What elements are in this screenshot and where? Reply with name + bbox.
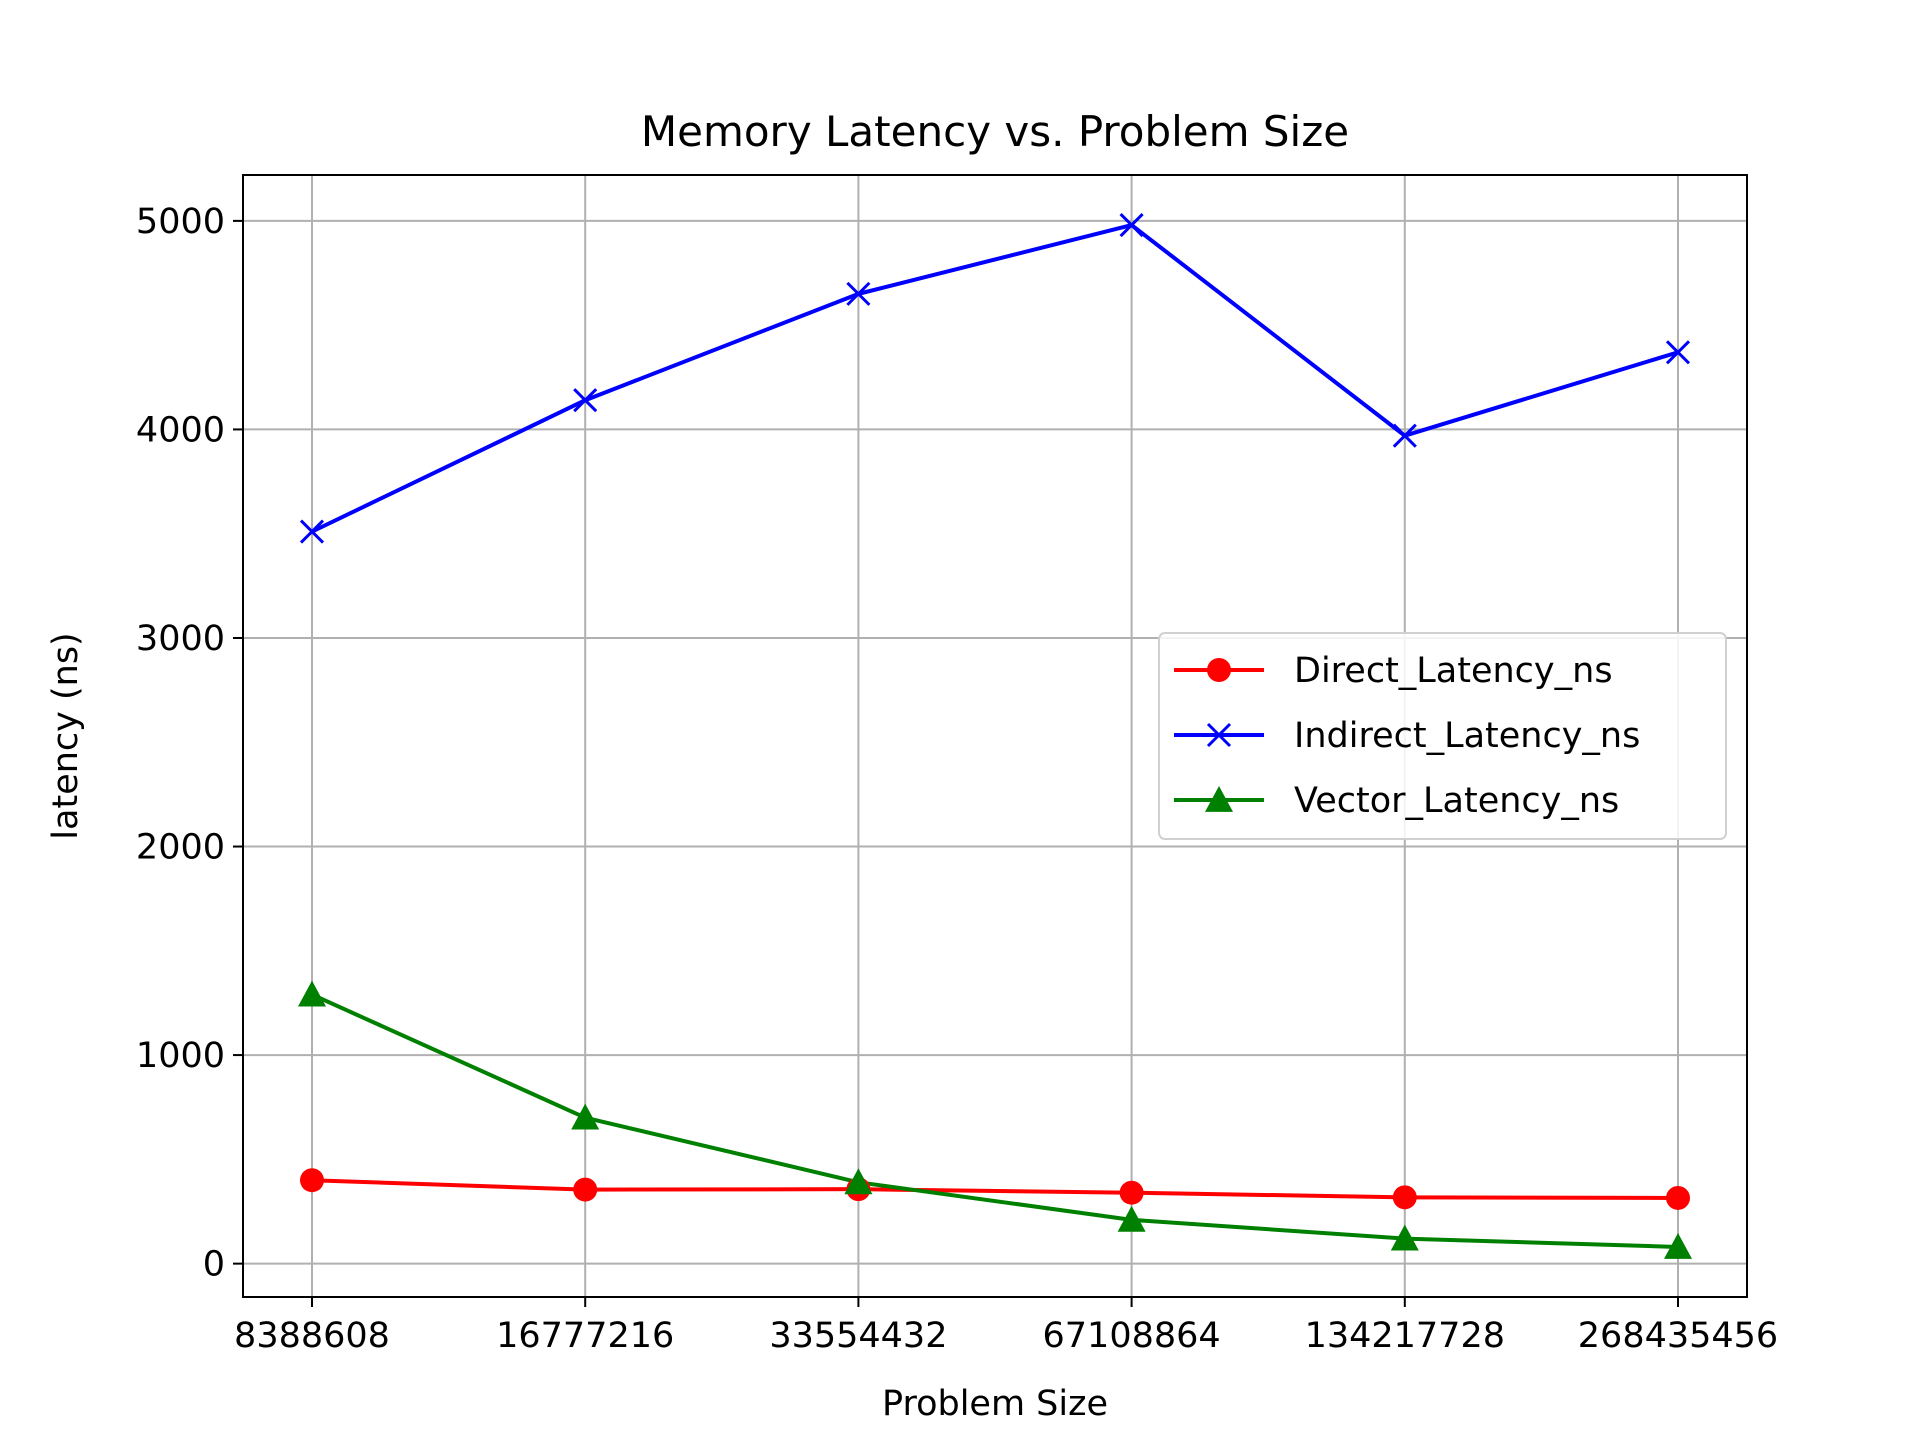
legend-label: Direct_Latency_ns xyxy=(1294,651,1613,691)
point-indirect-latency-ns xyxy=(846,281,871,306)
point-direct-latency-ns xyxy=(1666,1185,1690,1210)
x-tick-label: 67108864 xyxy=(1043,1316,1221,1356)
point-vector-latency-ns xyxy=(1117,1205,1146,1232)
point-vector-latency-ns xyxy=(298,980,326,1007)
legend-label: Vector_Latency_ns xyxy=(1294,781,1619,821)
y-axis-label: latency (ns) xyxy=(46,632,86,839)
x-tick-label: 16777216 xyxy=(496,1316,674,1356)
y-tick-label: 5000 xyxy=(136,202,225,242)
y-axis-ticks: 0 1000 2000 3000 4000 5000 xyxy=(136,202,243,1285)
point-indirect-latency-ns xyxy=(1119,212,1144,238)
x-tick-label: 33554432 xyxy=(769,1316,947,1356)
legend-marker xyxy=(1206,722,1232,748)
point-direct-latency-ns xyxy=(1392,1185,1417,1210)
point-vector-latency-ns xyxy=(1390,1224,1419,1251)
point-direct-latency-ns xyxy=(300,1168,324,1193)
legend-box xyxy=(1158,632,1727,840)
point-vector-latency-ns xyxy=(571,1103,600,1130)
point-direct-latency-ns xyxy=(573,1177,598,1202)
point-indirect-latency-ns xyxy=(1392,423,1417,448)
y-tick-label: 1000 xyxy=(136,1036,225,1076)
point-vector-latency-ns xyxy=(844,1168,873,1195)
series-lines xyxy=(311,223,1679,1249)
point-direct-latency-ns xyxy=(1119,1180,1144,1205)
y-tick-label: 3000 xyxy=(136,619,225,659)
x-tick-label: 268435456 xyxy=(1578,1316,1778,1356)
x-tick-label: 134217728 xyxy=(1305,1316,1505,1356)
x-axis-ticks: 8388608 16777216 33554432 67108864 134217728… xyxy=(234,1297,1778,1356)
point-indirect-latency-ns xyxy=(299,519,325,544)
chart-title: Memory Latency vs. Problem Size xyxy=(641,107,1349,156)
y-tick-label: 0 xyxy=(203,1245,225,1285)
legend-label: Indirect_Latency_ns xyxy=(1294,716,1640,756)
series-markers xyxy=(298,212,1692,1259)
y-tick-label: 2000 xyxy=(136,828,225,868)
legend-marker xyxy=(1207,658,1231,682)
legend: Direct_Latency_ns Indirect_Latency_ns Vect… xyxy=(1158,632,1727,840)
x-tick-label: 8388608 xyxy=(234,1316,390,1356)
point-indirect-latency-ns xyxy=(1665,340,1691,365)
series-line-vector-latency-ns xyxy=(311,992,1679,1249)
series-line-direct-latency-ns xyxy=(311,1178,1679,1200)
plot-frame xyxy=(242,174,1748,1298)
series-line-indirect-latency-ns xyxy=(311,223,1679,534)
x-axis-label: Problem Size xyxy=(882,1384,1108,1424)
y-tick-label: 4000 xyxy=(136,410,225,450)
legend-marker xyxy=(1205,786,1233,812)
point-vector-latency-ns xyxy=(1664,1232,1692,1259)
point-indirect-latency-ns xyxy=(573,388,598,413)
